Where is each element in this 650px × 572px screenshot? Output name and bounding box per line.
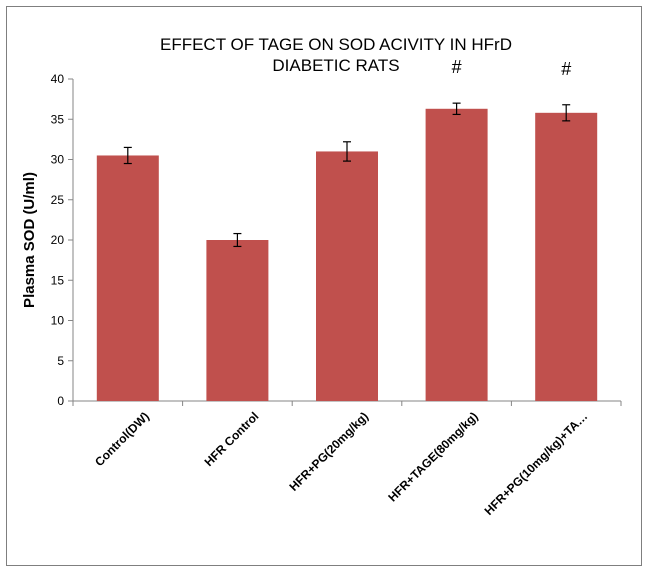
bar: [425, 108, 488, 401]
x-tick-label: HFR+TAGE(80mg/kg): [385, 409, 480, 504]
x-tick-labels: Control(DW) HFR Control HFR+PG(20mg/kg) HFR…: [72, 401, 622, 518]
y-tick-label: 5: [57, 354, 64, 368]
bar: [535, 112, 598, 401]
significance-mark: #: [561, 59, 571, 79]
y-tick-label: 25: [51, 193, 65, 207]
y-tick-label: 10: [51, 314, 65, 328]
y-axis-label: Plasma SOD (U/ml): [21, 172, 38, 308]
y-tick-label: 35: [51, 112, 65, 126]
chart-title-line-1: EFFECT OF TAGE ON SOD ACIVITY IN HFrD: [160, 35, 512, 54]
bar: [96, 155, 159, 401]
bar: [316, 151, 378, 401]
chart-title-line-2: DIABETIC RATS: [272, 56, 399, 75]
y-ticks: 0 5 10 15 20 25 30 35 40: [51, 72, 73, 408]
x-tick-label: HFR Control: [202, 409, 262, 469]
y-tick-label: 0: [57, 394, 64, 408]
x-tick-label: HFR+PG(20mg/kg): [286, 409, 371, 494]
significance-mark: #: [452, 57, 462, 77]
bars: # #: [96, 57, 598, 401]
bar: [206, 240, 269, 401]
x-tick-label: HFR+PG(10mg/kg)+TA…: [482, 409, 591, 518]
x-tick-label: Control(DW): [92, 409, 152, 469]
y-tick-label: 15: [51, 273, 65, 287]
y-tick-label: 30: [51, 153, 65, 167]
y-tick-label: 40: [51, 72, 65, 86]
y-tick-label: 20: [51, 233, 65, 247]
